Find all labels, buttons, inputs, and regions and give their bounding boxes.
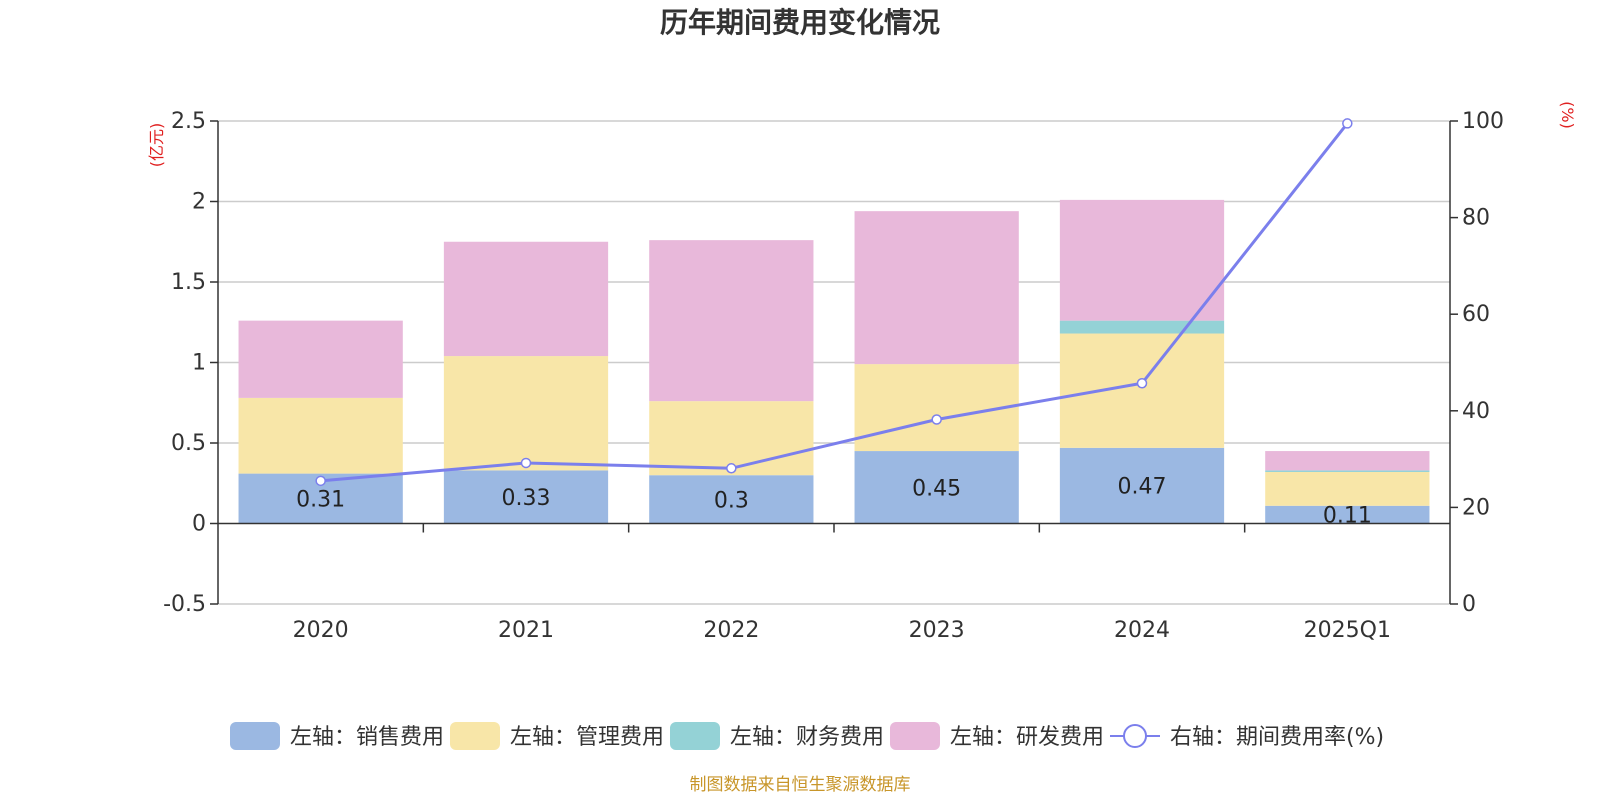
bar-1-2020	[238, 397, 403, 474]
bar-0-2023	[854, 451, 1019, 524]
source-note: 制图数据来自恒生聚源数据库	[690, 775, 911, 795]
left-axis-tick-label: 2.5	[171, 109, 206, 134]
bar-0-2021	[443, 470, 609, 524]
bar-3-2024	[1059, 199, 1225, 321]
line-series	[315, 118, 1353, 487]
left-axis-tick-label: 1.5	[171, 270, 206, 295]
x-axis-tick-label: 2025Q1	[1304, 618, 1391, 643]
legend-swatch	[670, 722, 720, 750]
bar-2-2025Q1	[1265, 470, 1430, 472]
bar-1-2021	[443, 356, 609, 471]
bar-data-label: 0.11	[1323, 504, 1372, 529]
rate-point	[726, 463, 737, 474]
bar-3-2021	[443, 241, 609, 357]
legend-label: 左轴：财务费用	[730, 725, 884, 750]
left-axis-tick-label: 0.5	[171, 431, 206, 456]
left-axis-tick-label: 0	[192, 512, 206, 537]
legend-label: 左轴：销售费用	[290, 725, 444, 750]
right-axis-unit: (%)	[1558, 101, 1577, 129]
x-axis-tick-label: 2024	[1114, 618, 1170, 643]
right-axis-tick-label: 60	[1462, 302, 1490, 327]
x-axis-tick-label: 2020	[293, 618, 349, 643]
rate-point	[315, 475, 326, 487]
chart-title: 历年期间费用变化情况	[660, 6, 940, 39]
bar-data-label: 0.47	[1118, 475, 1167, 500]
legend: 左轴：销售费用 左轴：管理费用 左轴：财务费用 左轴：研发费用 右轴：期间费用率(%)	[230, 722, 1384, 750]
left-axis-unit: (亿元)	[147, 123, 166, 168]
bar-data-label: 0.45	[912, 476, 961, 501]
bar-1-2025Q1	[1265, 471, 1430, 506]
bar-3-2023	[854, 211, 1019, 365]
right-axis-tick-label: 20	[1462, 495, 1490, 520]
bar-3-2022	[649, 240, 814, 402]
left-axis-tick-label: 1	[192, 351, 206, 376]
bar-0-2025Q1	[1265, 505, 1430, 524]
bar-3-2025Q1	[1265, 451, 1430, 471]
x-axis-tick-label: 2023	[909, 618, 965, 643]
data-labels: 0.31 0.33 0.3 0.45 0.47 0.11	[296, 475, 1372, 529]
bar-1-2022	[649, 401, 814, 476]
rate-line	[320, 122, 1349, 483]
legend-label: 左轴：研发费用	[950, 725, 1104, 750]
right-axis-tick-label: 80	[1462, 206, 1490, 231]
legend-swatch	[230, 722, 280, 750]
legend-label: 右轴：期间费用率(%)	[1170, 725, 1384, 750]
bar-data-label: 0.33	[502, 486, 551, 511]
right-axis-tick-label: 0	[1462, 592, 1476, 617]
rate-point	[931, 414, 942, 425]
legend-swatch	[450, 722, 500, 750]
bar-data-label: 0.3	[714, 488, 749, 513]
x-axis-tick-label: 2022	[703, 618, 759, 643]
x-axis-tick-label: 2021	[498, 618, 554, 643]
left-axis-tick-label: 2	[192, 190, 206, 215]
bar-2-2024	[1059, 320, 1225, 334]
legend-marker	[1123, 724, 1147, 748]
bar-3-2020	[238, 320, 403, 398]
rate-point	[1342, 118, 1353, 129]
rate-point	[1136, 378, 1148, 389]
right-axis-tick-label: 40	[1462, 399, 1490, 424]
grid-lines	[218, 120, 1450, 605]
legend-label: 左轴：管理费用	[510, 725, 664, 750]
bar-1-2024	[1059, 333, 1225, 448]
rate-point	[520, 457, 532, 469]
left-axis-tick-label: -0.5	[163, 592, 206, 617]
right-axis-tick-label: 100	[1462, 109, 1504, 134]
bar-0-2024	[1059, 447, 1225, 524]
bar-1-2023	[854, 364, 1019, 452]
axes: -0.5 0 0.5 1 1.5 2 2.5 0 20 40 60 80 100 2020 2021 2022…	[163, 109, 1504, 643]
bars	[238, 199, 1430, 524]
bar-data-label: 0.31	[296, 488, 345, 513]
bar-0-2022	[649, 475, 814, 524]
legend-swatch	[890, 722, 940, 750]
